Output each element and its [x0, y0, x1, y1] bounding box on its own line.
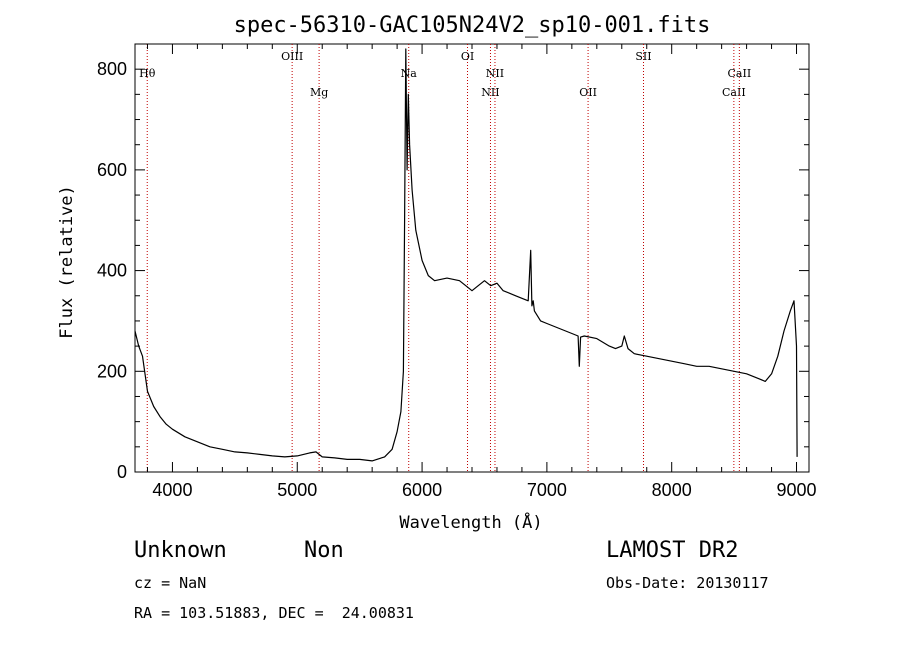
y-tick-label: 400	[97, 261, 127, 281]
spectral-line-label: OIII	[281, 50, 303, 63]
spectrum-line	[134, 48, 798, 462]
y-tick-label: 600	[97, 160, 127, 180]
chart-title: spec-56310-GAC105N24V2_sp10-001.fits	[234, 13, 711, 38]
coordinates-label: RA = 103.51883, DEC = 24.00831	[134, 604, 414, 622]
spectral-line-label: Na	[401, 67, 418, 80]
x-tick-label: 6000	[402, 480, 442, 500]
x-axis-label: Wavelength (Å)	[399, 511, 542, 533]
object-class-label: Unknown	[134, 538, 227, 563]
spectral-line-label: SII	[635, 50, 651, 63]
survey-label: LAMOST DR2	[606, 538, 739, 563]
y-axis-label: Flux (relative)	[57, 185, 77, 339]
obs-date-label: Obs-Date: 20130117	[606, 574, 769, 592]
redshift-label: cz = NaN	[134, 574, 207, 592]
y-tick-label: 0	[117, 462, 127, 482]
x-tick-label: 7000	[527, 480, 567, 500]
x-tick-label: 5000	[277, 480, 317, 500]
spectral-line-label: Mg	[310, 86, 328, 99]
spectral-line-label: NII	[486, 67, 504, 80]
y-tick-label: 200	[97, 361, 127, 381]
x-tick-label: 8000	[652, 480, 692, 500]
object-subclass-label: Non	[304, 538, 344, 563]
x-tick-label: 4000	[152, 480, 192, 500]
plot-frame	[134, 43, 810, 473]
spectral-line-label: OI	[461, 50, 474, 63]
spectral-line-label: OII	[579, 86, 597, 99]
y-tick-label: 800	[97, 59, 127, 79]
spectral-line-label: CaII	[722, 86, 746, 99]
spectral-line-label: CaII	[728, 67, 752, 80]
spectral-line-label: NII	[481, 86, 499, 99]
spectral-line-label: Hθ	[139, 67, 156, 80]
x-tick-label: 9000	[776, 480, 816, 500]
